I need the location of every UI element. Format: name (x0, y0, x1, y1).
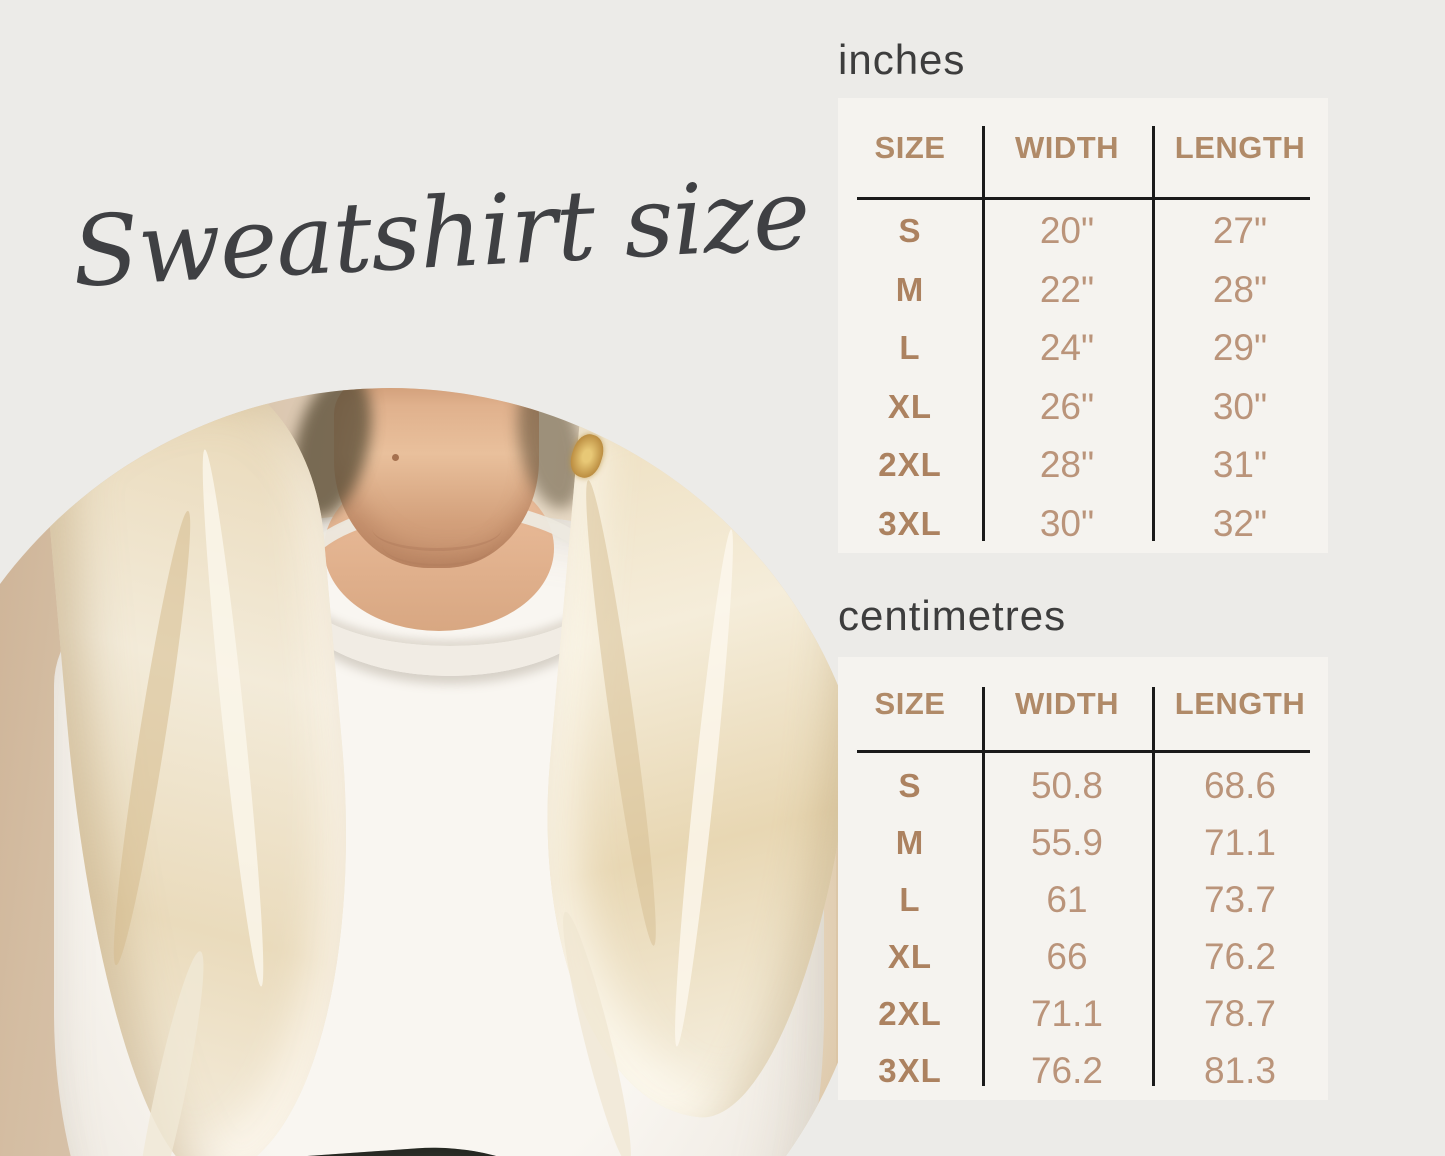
size-cell: 3XL (878, 504, 942, 542)
table-row: XL 66 76.2 (838, 936, 1328, 978)
size-cell: S (898, 766, 922, 804)
table-row: 2XL 28" 31" (838, 444, 1328, 486)
table-row: 3XL 30" 32" (838, 503, 1328, 545)
column-header-length: LENGTH (1174, 685, 1306, 721)
column-divider (982, 126, 985, 541)
width-cell: 66 (1046, 936, 1088, 978)
centimetres-heading: centimetres (838, 592, 1067, 639)
length-cell: 73.7 (1203, 878, 1276, 920)
length-cell: 71.1 (1203, 821, 1276, 863)
inches-size-table: SIZE WIDTH LENGTH S 20" 27" M 22" 28" L … (838, 98, 1328, 553)
width-cell: 28" (1039, 444, 1095, 486)
width-cell: 24" (1039, 327, 1095, 369)
column-divider (1152, 687, 1155, 1086)
size-cell: L (899, 880, 921, 918)
column-header-length: LENGTH (1174, 129, 1306, 165)
table-row: 2XL 71.1 78.7 (838, 993, 1328, 1035)
column-header-width: WIDTH (1014, 685, 1120, 721)
column-header-size: SIZE (874, 129, 946, 165)
table-row: 3XL 76.2 81.3 (838, 1050, 1328, 1092)
size-cell: XL (887, 387, 933, 425)
width-cell: 22" (1039, 268, 1095, 310)
table-row: L 24" 29" (838, 327, 1328, 369)
column-header-width: WIDTH (1014, 129, 1120, 165)
table-row: S 50.8 68.6 (838, 765, 1328, 807)
size-cell: XL (887, 938, 933, 976)
table-body: S 20" 27" M 22" 28" L 24" 29" XL 26" 30"… (838, 202, 1328, 553)
width-cell: 50.8 (1030, 764, 1103, 806)
page-title: Sweatshirt size (69, 157, 812, 309)
column-header-size: SIZE (874, 685, 946, 721)
length-cell: 76.2 (1203, 936, 1276, 978)
column-divider (982, 687, 985, 1086)
centimetres-size-table: SIZE WIDTH LENGTH S 50.8 68.6 M 55.9 71.… (838, 657, 1328, 1100)
mole (392, 454, 399, 461)
header-divider (857, 750, 1310, 753)
length-cell: 68.6 (1203, 764, 1276, 806)
width-cell: 76.2 (1030, 1050, 1103, 1092)
length-cell: 78.7 (1203, 993, 1276, 1035)
width-cell: 30" (1039, 502, 1095, 544)
table-row: L 61 73.7 (838, 879, 1328, 921)
table-row: XL 26" 30" (838, 386, 1328, 428)
length-cell: 30" (1212, 385, 1268, 427)
size-cell: S (898, 212, 922, 250)
model-photo (0, 388, 876, 1156)
length-cell: 31" (1212, 444, 1268, 486)
header-divider (857, 197, 1310, 200)
table-body: S 50.8 68.6 M 55.9 71.1 L 61 73.7 XL 66 … (838, 757, 1328, 1100)
table-header-row: SIZE WIDTH LENGTH (838, 98, 1328, 197)
table-row: M 55.9 71.1 (838, 822, 1328, 864)
width-cell: 61 (1046, 878, 1088, 920)
inches-heading: inches (838, 36, 966, 83)
length-cell: 28" (1212, 268, 1268, 310)
table-row: M 22" 28" (838, 269, 1328, 311)
table-row: S 20" 27" (838, 210, 1328, 252)
width-cell: 20" (1039, 210, 1095, 252)
length-cell: 29" (1212, 327, 1268, 369)
length-cell: 81.3 (1203, 1050, 1276, 1092)
size-cell: 3XL (878, 1052, 942, 1090)
size-cell: 2XL (878, 446, 942, 484)
width-cell: 71.1 (1030, 993, 1103, 1035)
length-cell: 32" (1212, 502, 1268, 544)
size-cell: 2XL (878, 995, 942, 1033)
length-cell: 27" (1212, 210, 1268, 252)
column-divider (1152, 126, 1155, 541)
size-cell: M (895, 823, 925, 861)
size-cell: M (895, 270, 925, 308)
width-cell: 55.9 (1030, 821, 1103, 863)
neck-crease (382, 524, 494, 566)
table-header-row: SIZE WIDTH LENGTH (838, 657, 1328, 750)
size-cell: L (899, 329, 921, 367)
width-cell: 26" (1039, 385, 1095, 427)
